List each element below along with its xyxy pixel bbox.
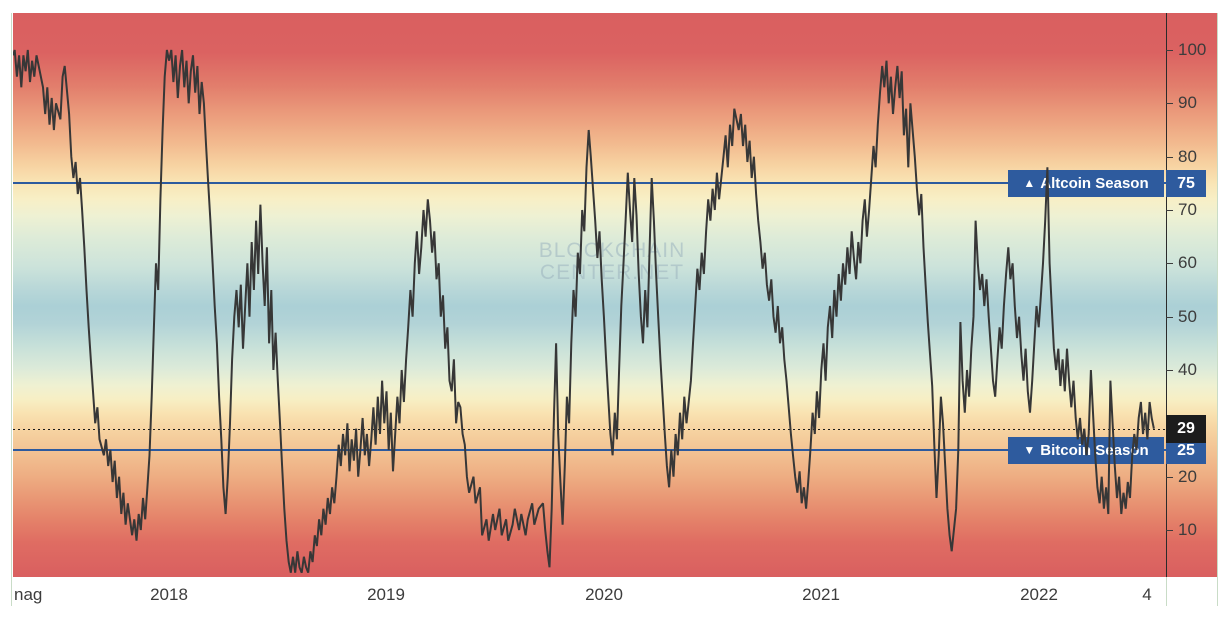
y-tick-label: 70 (1178, 200, 1197, 219)
y-tick-label: 40 (1178, 360, 1197, 379)
y-tick-label: 50 (1178, 307, 1197, 326)
altcoin-season-value-badge: 75 (1166, 170, 1206, 197)
plot-left-border (11, 13, 12, 606)
y-tick-label: 90 (1178, 93, 1197, 112)
x-axis-label: 4 (1142, 585, 1152, 604)
altcoin-season-badge: ▲ Altcoin Season (1008, 170, 1164, 197)
up-triangle-icon: ▲ (1023, 176, 1036, 190)
x-axis-label: 2018 (150, 585, 188, 604)
y-tick (1166, 477, 1173, 478)
x-axis-label: 2019 (367, 585, 405, 604)
plot-background[interactable] (13, 13, 1217, 577)
watermark-line2: CENTER.NET (539, 261, 685, 284)
bitcoin-season-threshold-line (13, 449, 1166, 451)
x-axis-label: 2022 (1020, 585, 1058, 604)
y-tick (1166, 50, 1173, 51)
y-tick (1166, 157, 1173, 158)
y-tick (1166, 530, 1173, 531)
y-tick-label: 20 (1178, 467, 1197, 486)
current-value-dotted-line (13, 429, 1166, 430)
y-tick-label: 100 (1178, 40, 1207, 59)
x-axis-label: 2021 (802, 585, 840, 604)
down-triangle-icon: ▼ (1023, 443, 1036, 457)
watermark: BLOCKCHAIN CENTER.NET (462, 240, 762, 284)
y-tick (1166, 103, 1173, 104)
bitcoin-season-badge-text: Bitcoin Season (1040, 442, 1149, 459)
y-tick (1166, 317, 1173, 318)
y-tick (1166, 263, 1173, 264)
y-tick (1166, 210, 1173, 211)
y-tick-label: 80 (1178, 147, 1197, 166)
plot-right-border (1217, 13, 1218, 606)
y-tick-label: 10 (1178, 520, 1197, 539)
y-tick-label: 60 (1178, 253, 1197, 272)
x-axis-label: 2020 (585, 585, 623, 604)
current-value-badge: 29 (1166, 415, 1206, 443)
bitcoin-season-badge: ▼ Bitcoin Season (1008, 437, 1164, 464)
altcoin-season-badge-text: Altcoin Season (1040, 175, 1149, 192)
y-axis-line-extension (1166, 577, 1167, 606)
y-axis-line[interactable] (1166, 13, 1167, 577)
x-axis-label: nag (14, 585, 43, 604)
altcoin-season-threshold-line (13, 182, 1166, 184)
watermark-line1: BLOCKCHAIN (538, 239, 686, 262)
y-tick (1166, 370, 1173, 371)
